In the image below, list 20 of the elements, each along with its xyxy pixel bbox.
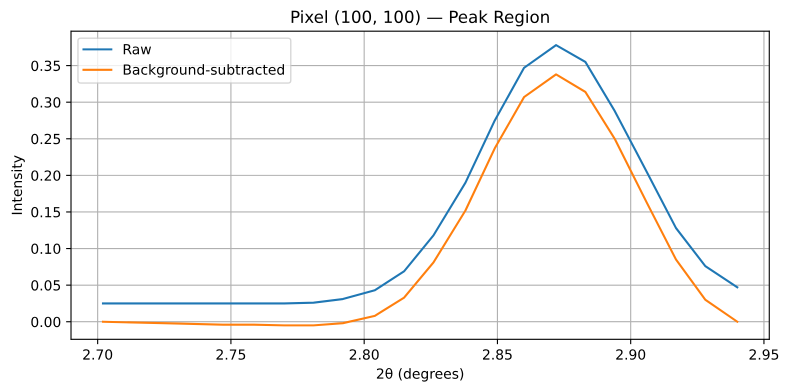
y-tick-label: 0.25: [31, 134, 60, 144]
x-tick-label: 2.95: [750, 349, 778, 360]
y-tick-label: 0.20: [31, 170, 60, 181]
y-tick-label: 0.30: [31, 97, 60, 108]
x-tick-label: 2.85: [482, 349, 512, 360]
y-tick-label: 0.10: [31, 244, 60, 254]
legend-label: Raw: [124, 44, 152, 54]
y-tick-label: 0.35: [31, 60, 60, 72]
x-tick-label: 2.70: [83, 349, 112, 360]
y-tick-label: 0.00: [31, 316, 60, 328]
line-series: [102, 44, 738, 304]
x-tick-label: 2.75: [216, 349, 246, 360]
x-tick-label: 2.80: [350, 349, 379, 360]
y-axis-title: Intensity: [11, 155, 25, 214]
x-axis-title: 2θ (degrees): [376, 368, 464, 382]
y-tick-label: 0.05: [31, 280, 60, 291]
x-tick-label: 2.90: [616, 349, 646, 360]
legend-label: Background-subtracted: [124, 64, 284, 78]
y-tick-label: 0.15: [31, 206, 60, 218]
chart-title: Pixel (100, 100) — Peak Region: [292, 10, 549, 26]
